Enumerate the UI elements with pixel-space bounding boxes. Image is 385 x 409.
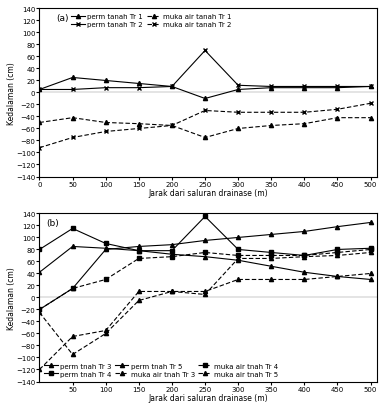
Text: (a): (a) <box>56 14 69 23</box>
Text: (b): (b) <box>46 219 59 228</box>
Legend: perm tnah Tr 3, perm tnah Tr 4, perm tnah Tr 5, muka air tnah Tr 3, muka air tna: perm tnah Tr 3, perm tnah Tr 4, perm tna… <box>43 361 279 378</box>
Legend: perm tanah Tr 1, perm tanah Tr 2, muka air tanah Tr 1, muka air tanah Tr 2: perm tanah Tr 1, perm tanah Tr 2, muka a… <box>70 13 233 30</box>
X-axis label: Jarak dari saluran drainase (m): Jarak dari saluran drainase (m) <box>149 189 268 198</box>
Y-axis label: Kedalaman (cm): Kedalaman (cm) <box>7 62 16 125</box>
Y-axis label: Kedalaman (cm): Kedalaman (cm) <box>7 266 16 329</box>
X-axis label: Jarak dari saluran drainase (m): Jarak dari saluran drainase (m) <box>149 393 268 402</box>
